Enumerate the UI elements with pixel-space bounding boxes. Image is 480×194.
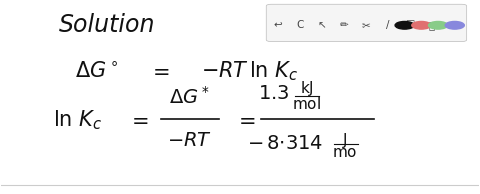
Text: $=$: $=$: [148, 61, 169, 81]
Text: $1.3$: $1.3$: [258, 84, 289, 103]
Text: $-RT\,\ln\,K_c$: $-RT\,\ln\,K_c$: [201, 59, 298, 83]
Text: $-\,8{\cdot}314$: $-\,8{\cdot}314$: [247, 134, 324, 153]
Text: $-RT$: $-RT$: [168, 132, 213, 151]
Text: $\mathregular{mol}$: $\mathregular{mol}$: [292, 96, 321, 112]
Text: $\ln\,K_c$: $\ln\,K_c$: [53, 108, 102, 132]
Text: ✏: ✏: [340, 20, 348, 30]
Text: $\Delta G^*$: $\Delta G^*$: [169, 86, 210, 108]
Circle shape: [412, 22, 431, 29]
Text: ↖: ↖: [318, 20, 326, 30]
Text: $=$: $=$: [127, 110, 148, 130]
Circle shape: [429, 22, 447, 29]
Text: $=$: $=$: [234, 110, 255, 130]
FancyBboxPatch shape: [266, 4, 467, 42]
Text: $\mathregular{mo}$: $\mathregular{mo}$: [332, 145, 358, 160]
Text: $\mathregular{J}$: $\mathregular{J}$: [342, 131, 348, 150]
Text: /: /: [386, 20, 390, 30]
Text: ↩: ↩: [274, 20, 283, 30]
Text: C: C: [297, 20, 304, 30]
Text: $\Delta G^\circ$: $\Delta G^\circ$: [75, 61, 119, 81]
Text: $\mathregular{kJ}$: $\mathregular{kJ}$: [300, 79, 314, 98]
Circle shape: [445, 22, 464, 29]
Circle shape: [395, 22, 414, 29]
Text: ✂: ✂: [361, 20, 371, 30]
Text: Solution: Solution: [59, 13, 155, 37]
Text: ☐: ☐: [405, 20, 415, 30]
Text: ⬜: ⬜: [429, 20, 435, 30]
